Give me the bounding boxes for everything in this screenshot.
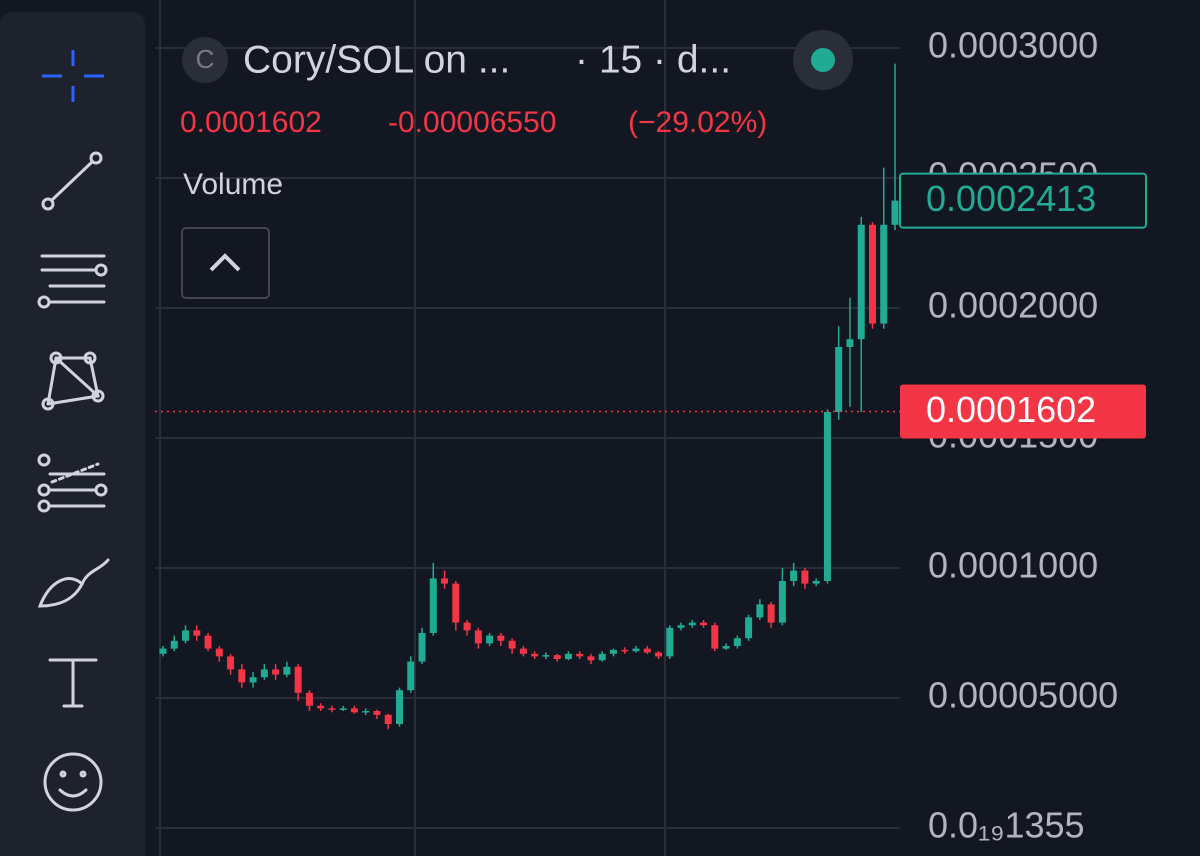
plot-area: 0.0₁₉13550.000050000.00010000.00015000.0… <box>155 0 1118 856</box>
candle-body <box>328 708 336 710</box>
candle-body <box>621 649 629 652</box>
candle-body <box>564 653 572 659</box>
candle-body <box>418 632 426 662</box>
y-tick-label: 0.0₁₉1355 <box>928 805 1085 846</box>
candle-body <box>260 669 268 678</box>
candle-body <box>519 648 527 654</box>
candle-body <box>542 655 550 657</box>
candle-body <box>249 677 257 683</box>
candle-body <box>373 710 381 715</box>
forecast-tool[interactable] <box>37 453 108 513</box>
candle-body <box>452 583 460 623</box>
candle-body <box>733 638 741 646</box>
candle-body <box>711 625 719 649</box>
candle-body <box>294 666 302 693</box>
candle-body <box>508 640 516 649</box>
candle-body <box>880 224 888 324</box>
fib-tool[interactable] <box>37 254 108 309</box>
candle-body <box>204 635 212 649</box>
y-tick-label: 0.00005000 <box>928 675 1118 716</box>
candle-body <box>576 653 584 657</box>
candle-body <box>283 666 291 675</box>
candle-body <box>553 655 561 659</box>
candle-body <box>666 627 674 657</box>
candle-body <box>767 604 775 623</box>
price-tag-label: 0.0002413 <box>926 178 1096 219</box>
candle-body <box>632 648 640 652</box>
candle-body <box>238 669 246 683</box>
candle-body <box>193 630 201 636</box>
candle-body <box>801 570 809 584</box>
candle-body <box>868 224 876 324</box>
text-tool[interactable] <box>48 658 98 708</box>
candle-body <box>790 570 798 581</box>
y-tick-label: 0.0003000 <box>928 25 1098 66</box>
candle-body <box>677 625 685 628</box>
candle-body <box>688 622 696 626</box>
candle-body <box>609 649 617 654</box>
candle-body <box>429 578 437 633</box>
toolbar <box>0 12 145 856</box>
candle-body <box>857 224 865 340</box>
symbol-name[interactable]: Cory/SOL on ... <box>243 38 510 81</box>
candle-body <box>215 648 223 657</box>
price-change: -0.00006550 <box>388 106 557 139</box>
candle-body <box>823 411 831 581</box>
candle-body <box>486 635 494 644</box>
collapse-button[interactable] <box>181 227 270 299</box>
ohlc-close: 0.0001602 <box>180 106 322 139</box>
emoji-tool[interactable] <box>43 752 103 812</box>
candle-body <box>474 630 482 644</box>
candle-body <box>463 622 471 631</box>
candle-body <box>756 604 764 618</box>
candle-body <box>384 714 392 724</box>
candle-body <box>497 635 505 641</box>
candle-body <box>350 708 358 713</box>
candle-body <box>182 630 190 641</box>
candle-body <box>700 622 708 626</box>
candle-body <box>598 653 606 661</box>
candle-body <box>778 580 786 623</box>
candle-body <box>835 346 843 412</box>
status-dot <box>811 48 835 72</box>
interval[interactable]: · 15 · d... <box>575 38 731 81</box>
candle-body <box>362 710 370 713</box>
candle-body <box>846 339 854 347</box>
header: C Cory/SOL on ... · 15 · d... 0.0001602 … <box>180 30 853 299</box>
candle-body <box>305 692 313 706</box>
candle-body <box>227 656 235 670</box>
candle-body <box>891 200 899 225</box>
chevron-icon <box>209 253 241 272</box>
indicator-name[interactable]: Volume <box>183 168 283 201</box>
symbol-logo <box>182 37 228 83</box>
candle-body <box>407 661 415 691</box>
candle-body <box>655 652 663 657</box>
candle-body <box>441 578 449 584</box>
price-tag <box>899 172 1147 229</box>
candle-body <box>339 708 347 710</box>
candle-body <box>395 690 403 724</box>
trendline-tool[interactable] <box>41 151 103 211</box>
crosshair-tool[interactable] <box>42 50 104 102</box>
y-tick-label: 0.0001000 <box>928 545 1098 586</box>
candle-body <box>587 656 595 661</box>
logo-letter: C <box>196 44 215 74</box>
candle-body <box>159 648 167 654</box>
candle-body <box>722 645 730 649</box>
candle-body <box>643 648 651 653</box>
price-tag-label: 0.0001602 <box>926 389 1096 430</box>
candle-body <box>170 640 178 649</box>
candle-body <box>531 653 539 657</box>
candle-body <box>745 617 753 639</box>
price-change-pct: (−29.02%) <box>628 106 767 139</box>
pattern-tool[interactable] <box>41 351 105 411</box>
y-tick-label: 0.0002000 <box>928 285 1098 326</box>
price-tag <box>900 384 1146 439</box>
candle-body <box>317 705 325 709</box>
brush-tool[interactable] <box>37 558 110 608</box>
candle-body <box>812 580 820 584</box>
candle-body <box>272 669 280 675</box>
